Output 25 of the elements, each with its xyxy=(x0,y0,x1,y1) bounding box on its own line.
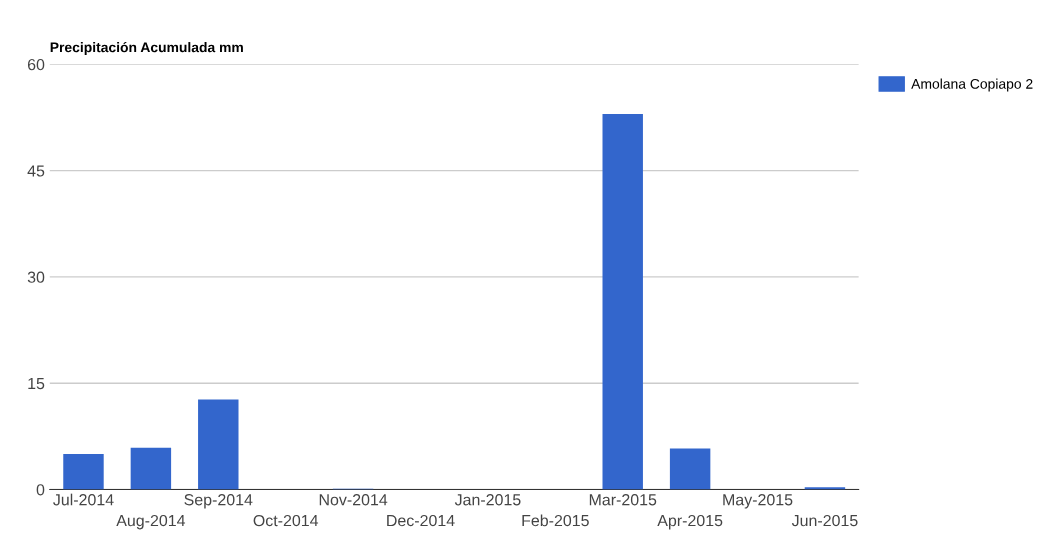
x-tick-label: Jan-2015 xyxy=(454,494,521,506)
x-tick-label: Feb-2015 xyxy=(522,514,589,527)
x-tick-label: Oct-2014 xyxy=(253,514,319,527)
x-tick-label: Sep-2014 xyxy=(184,494,253,509)
x-tick-label: Mar-2015 xyxy=(589,494,657,506)
y-tick-label: 15 xyxy=(28,378,45,390)
y-tick-label: 0 xyxy=(36,484,45,496)
x-tick-label: Apr-2015 xyxy=(657,514,723,530)
bar xyxy=(669,448,711,490)
legend-label: Amolana Copiapo 2 xyxy=(911,78,1033,92)
bar xyxy=(804,487,846,490)
bar xyxy=(130,447,172,490)
chart-title: Precipitación Acumulada mm xyxy=(50,41,243,55)
bar xyxy=(198,399,239,490)
y-tick-label: 60 xyxy=(27,58,45,71)
y-tick-label: 30 xyxy=(27,271,45,283)
y-tick-label: 45 xyxy=(27,165,45,177)
bar xyxy=(602,113,643,490)
x-tick-label: Jul-2014 xyxy=(53,493,114,506)
x-tick-label: Aug-2014 xyxy=(116,514,186,530)
x-tick-label: May-2015 xyxy=(723,494,793,509)
x-tick-label: Nov-2014 xyxy=(319,494,388,506)
bar xyxy=(63,454,104,490)
x-tick-label: Dec-2014 xyxy=(387,514,455,527)
x-tick-label: Jun-2015 xyxy=(791,514,858,527)
